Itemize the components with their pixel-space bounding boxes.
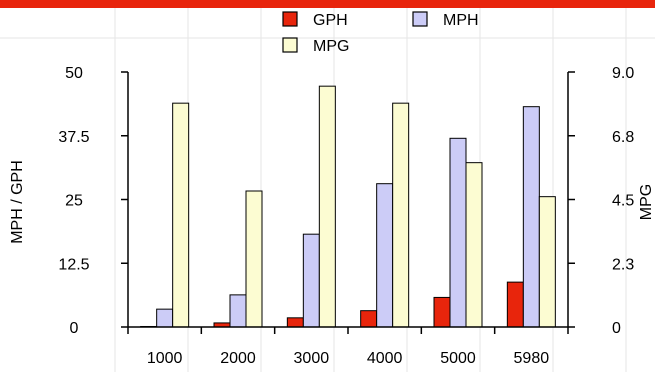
legend-label-gph: GPH [313, 12, 348, 29]
bar-mpg-5000 [465, 162, 483, 328]
y2-tick-label: 9.0 [612, 65, 634, 82]
x-tick-label: 4000 [367, 350, 403, 367]
bar-mpg-3000 [318, 85, 336, 328]
x-tick-label: 5980 [514, 350, 550, 367]
y-tick-label: 25 [65, 193, 83, 210]
bars [140, 85, 556, 328]
legend-label-mph: MPH [443, 12, 479, 29]
y2-tick-label: 0 [612, 320, 621, 337]
x-tick-label: 5000 [440, 350, 476, 367]
bar-gph-3000 [286, 317, 304, 328]
y2-axis-label: MPG [638, 184, 655, 220]
x-tick-label: 3000 [294, 350, 330, 367]
y2-tick-label: 2.3 [612, 256, 634, 273]
bar-gph-5980 [506, 281, 524, 328]
legend-swatch-mpg [282, 37, 298, 53]
bar-mph-2000 [229, 294, 247, 328]
bar-mph-4000 [376, 183, 394, 328]
bar-gph-4000 [360, 310, 378, 328]
legend: GPH MPH MPG [282, 11, 479, 55]
y2-tick-label: 6.8 [612, 129, 634, 146]
y2-tick-label: 4.5 [612, 193, 634, 210]
top-accent-bar [0, 0, 655, 8]
bar-mpg-4000 [392, 102, 410, 328]
bar-mph-1000 [156, 308, 174, 328]
tick-labels: 0 12.5 25 37.5 50 0 2.3 4.5 6.8 9.0 1000 2000 3000 40… [58, 65, 634, 367]
y-tick-label: 50 [65, 65, 83, 82]
axes [121, 71, 575, 334]
y-axis-label: MPH / GPH [9, 160, 26, 244]
legend-label-mpg: MPG [313, 38, 349, 55]
bar-mpg-2000 [245, 190, 263, 328]
legend-swatch-mph [412, 11, 428, 27]
y-tick-label: 0 [70, 320, 79, 337]
bar-mpg-5980 [538, 196, 556, 328]
bar-mph-5000 [449, 137, 467, 328]
y-tick-label: 37.5 [58, 129, 89, 146]
bar-gph-5000 [433, 296, 451, 328]
x-tick-label: 1000 [147, 350, 183, 367]
bar-mph-5980 [522, 106, 540, 328]
y-tick-label: 12.5 [58, 256, 89, 273]
x-tick-label: 2000 [220, 350, 256, 367]
bar-mph-3000 [302, 233, 320, 328]
legend-swatch-gph [282, 11, 298, 27]
bar-mpg-1000 [172, 102, 190, 328]
